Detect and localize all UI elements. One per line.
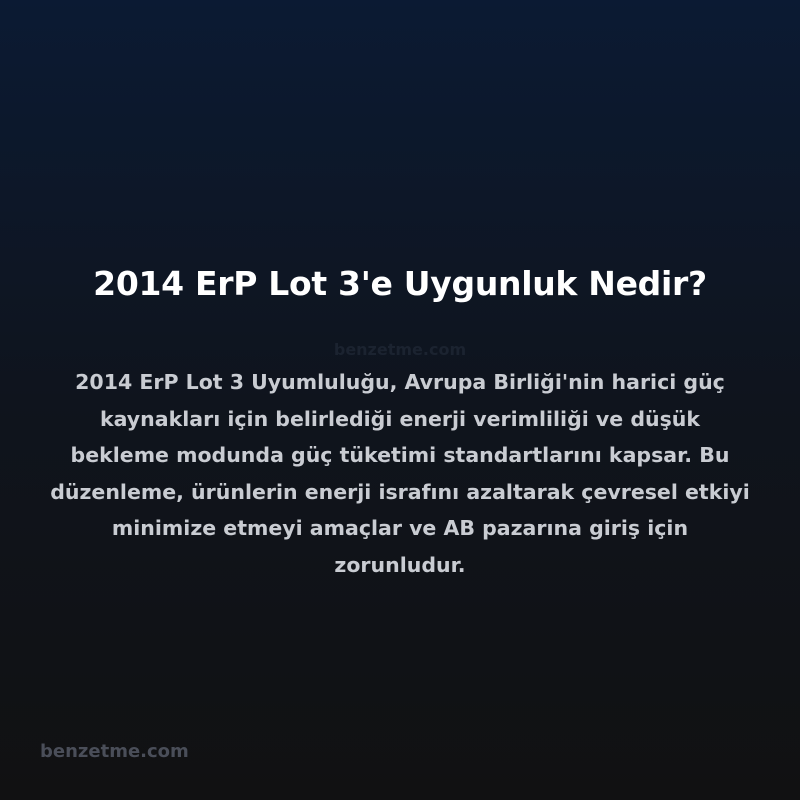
page-title: 2014 ErP Lot 3'e Uygunluk Nedir? xyxy=(93,264,707,303)
footer-brand: benzetme.com xyxy=(40,741,189,762)
body-text: 2014 ErP Lot 3 Uyumluluğu, Avrupa Birliğ… xyxy=(50,370,750,577)
watermark: benzetme.com xyxy=(333,340,467,359)
